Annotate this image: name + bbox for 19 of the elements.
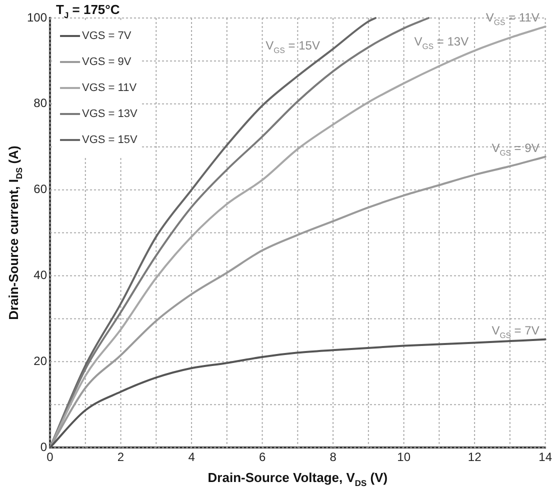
x-tick-label: 12 (468, 450, 482, 464)
legend-label: VGS = 13V (82, 108, 138, 120)
y-axis-title: Drain-Source current, IDS (A) (6, 146, 24, 320)
x-tick-label: 2 (117, 450, 124, 464)
y-tick-label: 40 (34, 268, 48, 282)
x-tick-label: 4 (188, 450, 196, 464)
x-tick-label: 10 (397, 450, 411, 464)
x-tick-label: 8 (330, 450, 337, 464)
y-tick-label: 100 (26, 10, 48, 24)
y-tick-label: 80 (34, 96, 48, 110)
legend-label: VGS = 15V (82, 134, 138, 146)
y-tick-label: 0 (40, 440, 48, 454)
legend-label: VGS = 7V (82, 30, 132, 42)
x-tick-label: 14 (538, 450, 552, 464)
legend-label: VGS = 9V (82, 56, 132, 68)
y-tick-label: 60 (34, 182, 48, 196)
legend-label: VGS = 11V (82, 82, 138, 94)
y-tick-label: 20 (34, 354, 48, 368)
x-tick-label: 6 (258, 450, 266, 464)
